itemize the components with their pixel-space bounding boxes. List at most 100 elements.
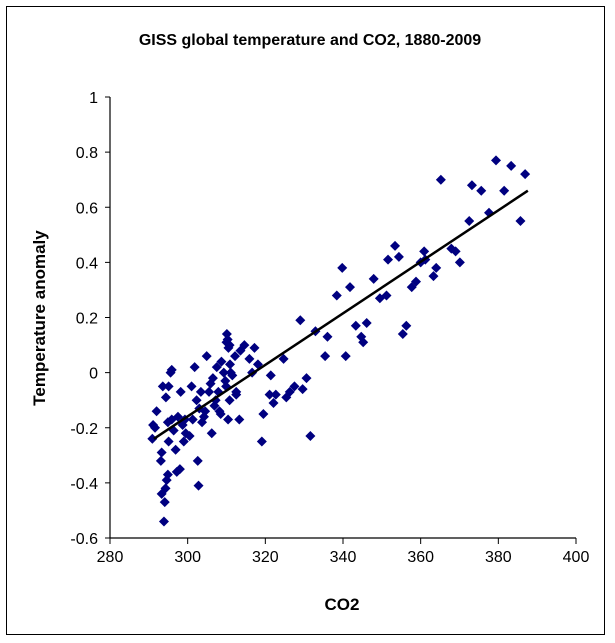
- axes: -0.6 -0.4 -0.2 0 0.2 0.4 0.6 0.8 1 280 300 320 340 36…: [70, 90, 589, 566]
- data-point: [368, 273, 379, 284]
- chart-title: GISS global temperature and CO2, 1880-20…: [139, 32, 481, 49]
- data-point: [191, 395, 202, 406]
- data-point: [278, 353, 289, 364]
- data-point: [211, 362, 222, 373]
- data-point: [506, 160, 517, 171]
- data-point: [162, 469, 173, 480]
- data-point: [331, 290, 342, 301]
- data-point: [361, 318, 372, 329]
- y-tick-label: 0.6: [76, 200, 98, 217]
- data-point: [320, 351, 331, 362]
- data-point: [201, 351, 212, 362]
- data-point: [224, 359, 235, 370]
- data-point: [295, 315, 306, 326]
- data-point: [435, 174, 446, 185]
- data-point: [195, 386, 206, 397]
- data-point: [383, 254, 394, 265]
- data-point: [464, 216, 475, 227]
- data-point: [390, 240, 401, 251]
- data-point: [230, 351, 241, 362]
- data-point: [284, 386, 295, 397]
- x-tick-label: 360: [407, 549, 434, 566]
- trendline: [153, 189, 529, 440]
- y-tick-label: -0.2: [70, 421, 98, 438]
- data-point: [270, 389, 281, 400]
- data-point: [244, 353, 255, 364]
- data-point: [200, 406, 211, 417]
- data-point: [520, 169, 531, 180]
- data-point: [206, 428, 217, 439]
- data-point: [401, 320, 412, 331]
- data-point: [223, 414, 234, 425]
- data-point: [186, 381, 197, 392]
- data-point: [215, 408, 226, 419]
- data-point: [491, 155, 502, 166]
- y-axis-label: Temperature anomaly: [30, 230, 49, 406]
- data-point: [450, 246, 461, 257]
- data-point: [155, 455, 166, 466]
- data-point: [163, 381, 174, 392]
- x-axis-label: CO2: [325, 595, 360, 614]
- data-point: [419, 246, 430, 257]
- data-point: [515, 216, 526, 227]
- data-point: [265, 370, 276, 381]
- data-point: [147, 433, 158, 444]
- y-tick-label: -0.4: [70, 476, 98, 493]
- y-tick-label: 0.2: [76, 311, 98, 328]
- data-point: [256, 436, 267, 447]
- data-point: [170, 444, 181, 455]
- data-point: [178, 436, 189, 447]
- data-point: [193, 480, 204, 491]
- data-point: [466, 180, 477, 191]
- data-point: [344, 282, 355, 293]
- data-points: [147, 155, 531, 527]
- data-point: [305, 431, 316, 442]
- data-point: [184, 431, 195, 442]
- y-tick-label: 0.4: [76, 255, 98, 272]
- data-point: [150, 422, 161, 433]
- data-point: [207, 373, 218, 384]
- data-point: [151, 406, 162, 417]
- data-point: [258, 408, 269, 419]
- data-point: [163, 436, 174, 447]
- data-point: [381, 290, 392, 301]
- data-point: [411, 276, 422, 287]
- data-point: [337, 262, 348, 273]
- data-point: [397, 329, 408, 340]
- data-point: [393, 251, 404, 262]
- y-tick-label: -0.6: [70, 531, 98, 548]
- data-point: [431, 262, 442, 273]
- data-point: [350, 320, 361, 331]
- y-tick-label: 1: [89, 90, 98, 107]
- data-point: [428, 271, 439, 282]
- data-point: [301, 373, 312, 384]
- data-point: [249, 342, 260, 353]
- x-tick-label: 320: [252, 549, 279, 566]
- data-point: [358, 337, 369, 348]
- data-point: [187, 414, 198, 425]
- data-point: [204, 386, 215, 397]
- data-point: [158, 516, 169, 527]
- data-point: [297, 384, 308, 395]
- x-tick-label: 400: [563, 549, 590, 566]
- data-point: [227, 370, 238, 381]
- x-tick-label: 340: [330, 549, 357, 566]
- x-tick-label: 300: [174, 549, 201, 566]
- y-tick-label: 0: [89, 366, 98, 383]
- y-tick-label: 0.8: [76, 145, 98, 162]
- chart-area: [6, 6, 605, 635]
- data-point: [454, 257, 465, 268]
- data-point: [192, 455, 203, 466]
- data-point: [174, 464, 185, 475]
- data-point: [210, 395, 221, 406]
- x-tick-label: 280: [97, 549, 124, 566]
- data-point: [234, 414, 245, 425]
- x-tick-label: 380: [485, 549, 512, 566]
- data-point: [499, 185, 510, 196]
- data-point: [231, 386, 242, 397]
- data-point: [224, 340, 235, 351]
- trendline-group: [153, 189, 529, 440]
- data-point: [476, 185, 487, 196]
- data-point: [156, 447, 167, 458]
